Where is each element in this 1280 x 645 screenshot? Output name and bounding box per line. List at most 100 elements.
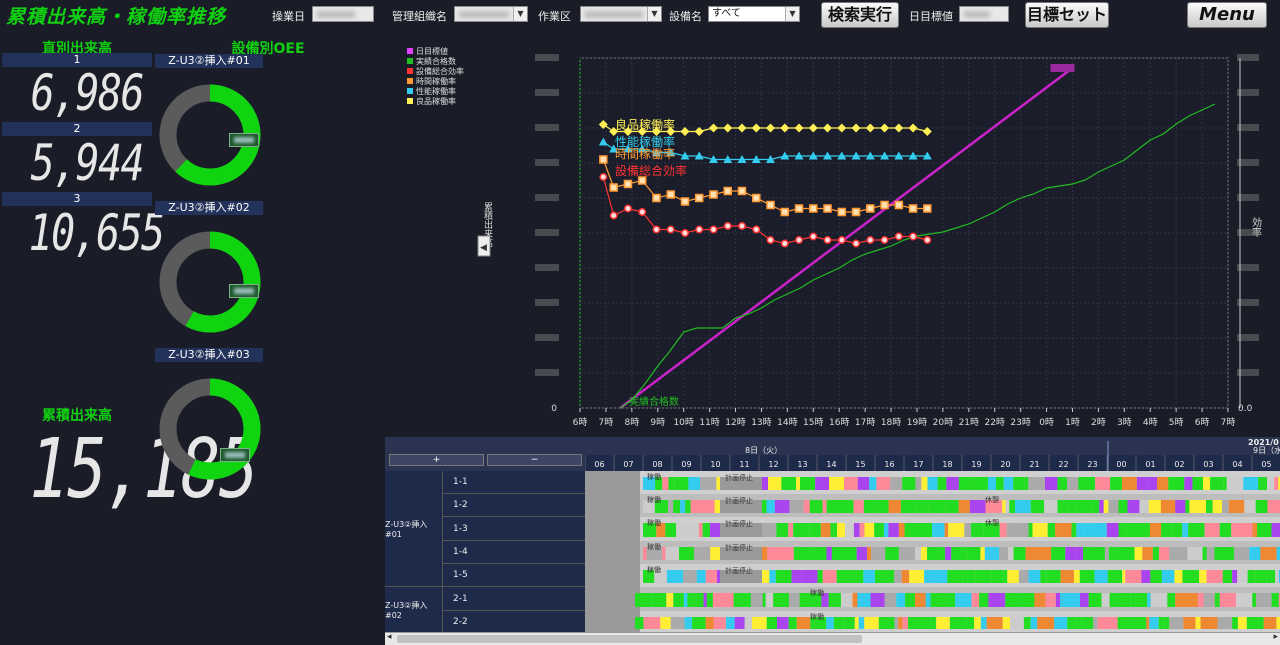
status-segment (1138, 523, 1150, 537)
status-segment (703, 593, 707, 607)
zoom-in-button[interactable]: + (389, 454, 484, 466)
x-tick-label: 19時 (907, 417, 927, 428)
status-segment (1037, 617, 1055, 629)
status-segment (815, 477, 830, 490)
status-segment (1079, 570, 1095, 583)
status-segment (1051, 547, 1066, 560)
planned-stop-segment (720, 477, 762, 490)
annotation-actual: 実績合格数 (629, 395, 679, 408)
app-title: 累積出来高・稼働率推移 (6, 6, 227, 28)
status-segment (1212, 500, 1223, 513)
status-segment (676, 523, 682, 537)
status-segment (1030, 500, 1045, 513)
status-segment (905, 593, 911, 607)
shift-3-header: 3 (2, 192, 152, 206)
status-segment (1127, 500, 1140, 513)
gantt-row-label: 1-3 (443, 517, 585, 541)
status-segment (857, 477, 870, 490)
oee-point (880, 236, 889, 244)
left-tick-label (535, 229, 559, 236)
status-segment (681, 523, 699, 537)
perf-point (694, 151, 704, 160)
status-segment (1134, 547, 1143, 560)
status-segment (955, 593, 972, 607)
zoom-out-button[interactable]: − (487, 454, 582, 466)
search-button[interactable]: 検索実行 (821, 2, 899, 28)
date-field[interactable] (312, 6, 374, 22)
perf-point (708, 155, 718, 163)
status-segment (1067, 477, 1079, 490)
status-segment (970, 523, 984, 537)
x-tick-label: 16時 (829, 417, 849, 428)
good-point (922, 127, 932, 136)
collapse-arrow-button[interactable] (477, 235, 491, 257)
target-set-button[interactable]: 目標セット (1025, 2, 1109, 28)
status-segment (983, 523, 1000, 537)
status-segment (803, 500, 810, 513)
status-segment (1160, 593, 1168, 607)
status-segment (856, 547, 868, 560)
status-segment (665, 547, 680, 560)
org-select[interactable]: ▼ (454, 6, 528, 22)
status-segment (1255, 570, 1267, 583)
oee-value-1 (229, 133, 259, 147)
status-segment (1200, 617, 1218, 629)
status-segment (1234, 547, 1250, 560)
gantt-row-label: 1-2 (443, 494, 585, 517)
status-segment (867, 547, 872, 560)
status-segment (1121, 477, 1137, 490)
status-segment (1044, 500, 1058, 513)
status-segment (1271, 593, 1279, 607)
status-segment (1175, 593, 1191, 607)
perf-point (908, 151, 918, 160)
time-point (809, 204, 818, 213)
scroll-thumb[interactable] (397, 635, 862, 643)
equipment-select[interactable]: すべて ▼ (708, 6, 800, 22)
perf-point (780, 151, 790, 160)
x-tick-label: 21時 (959, 417, 979, 428)
status-segment (844, 617, 855, 629)
status-segment (863, 570, 875, 583)
status-segment (869, 477, 877, 490)
menu-button[interactable]: Menu (1187, 2, 1267, 28)
work-area-select[interactable]: ▼ (580, 6, 662, 22)
status-segment (775, 570, 792, 583)
device-3-header: Z-U3②挿入#03 (155, 348, 263, 362)
scroll-left-icon[interactable]: ◂ (387, 632, 392, 642)
status-segment (949, 617, 967, 629)
status-segment (1175, 500, 1186, 513)
gantt-hour-label: 14 (826, 460, 836, 469)
status-segment (888, 500, 901, 513)
planned-stop-segment (720, 547, 762, 560)
gantt-hour-label: 13 (797, 460, 807, 469)
time-point (652, 193, 661, 203)
status-segment (885, 547, 899, 560)
x-tick-label: 3時 (1117, 417, 1132, 428)
oee-point (709, 225, 718, 234)
status-gantt: + − 8日（火） 9日（水 2021/0 06 07 08 09 10 11 12 13 14 15 1… (385, 437, 1280, 645)
status-segment (713, 617, 726, 629)
gantt-hour-label: 21 (1029, 460, 1039, 469)
status-segment (1018, 570, 1029, 583)
scroll-right-icon[interactable]: ▸ (1273, 632, 1278, 642)
status-segment (944, 523, 949, 537)
target-field[interactable] (959, 6, 1009, 22)
status-segment (1079, 593, 1089, 607)
status-segment (768, 477, 782, 490)
perf-point (766, 155, 776, 163)
status-segment (986, 617, 1003, 629)
perf-point (894, 151, 904, 160)
status-segment (660, 617, 671, 629)
horizontal-scrollbar[interactable]: ◂ ▸ (385, 632, 1280, 645)
status-segment (1148, 500, 1161, 513)
shift-2-value: 5,944 (30, 134, 145, 192)
status-segment (1103, 500, 1109, 513)
x-tick-label: 14時 (777, 417, 797, 428)
status-segment (871, 547, 886, 560)
status-segment (945, 500, 959, 513)
good-point (780, 123, 790, 133)
status-segment (878, 617, 895, 629)
oee-point (809, 232, 818, 241)
planned-stop-segment (720, 570, 762, 583)
oee-point (823, 236, 832, 244)
